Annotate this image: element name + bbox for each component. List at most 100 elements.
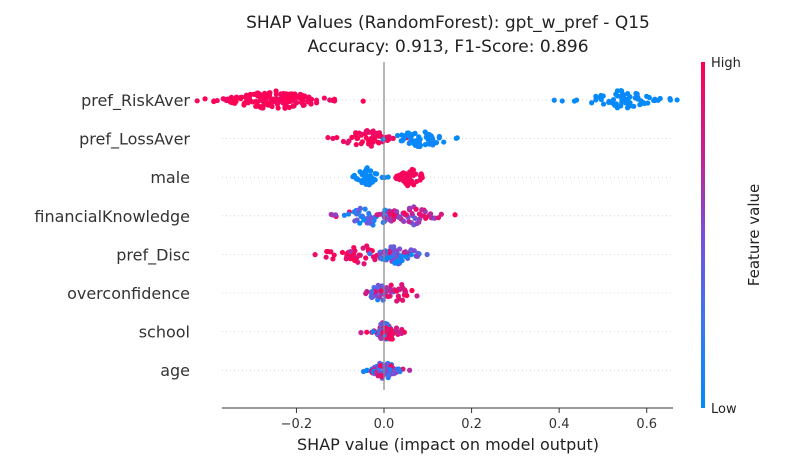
- feature-label-age: age: [160, 361, 190, 380]
- point-financialKnowledge: [401, 210, 407, 216]
- point-pref_Disc: [398, 253, 404, 259]
- point-overconfidence: [404, 292, 410, 299]
- point-financialKnowledge: [396, 214, 402, 220]
- point-pref_LossAver: [345, 140, 351, 146]
- point-overconfidence: [388, 282, 394, 288]
- point-financialKnowledge: [362, 206, 368, 212]
- colorbar: [701, 62, 705, 408]
- point-pref_LossAver: [415, 143, 421, 149]
- point-pref_RiskAver: [618, 88, 624, 94]
- point-pref_Disc: [324, 248, 330, 255]
- point-male: [368, 168, 374, 174]
- point-pref_Disc: [312, 252, 318, 258]
- x-tick-label: −0.2: [281, 417, 313, 432]
- point-pref_RiskAver: [238, 96, 244, 102]
- point-financialKnowledge: [352, 208, 358, 215]
- point-school: [385, 328, 391, 334]
- point-pref_LossAver: [334, 134, 340, 141]
- point-male: [372, 170, 378, 177]
- point-pref_RiskAver: [637, 102, 643, 108]
- point-pref_RiskAver: [243, 94, 249, 100]
- point-financialKnowledge: [418, 212, 424, 218]
- point-financialKnowledge: [452, 212, 458, 218]
- feature-label-school: school: [139, 323, 190, 342]
- point-pref_Disc: [356, 252, 362, 258]
- point-pref_RiskAver: [250, 99, 256, 105]
- feature-label-pref_LossAver: pref_LossAver: [79, 130, 190, 150]
- point-pref_RiskAver: [625, 96, 631, 102]
- point-financialKnowledge: [391, 213, 397, 219]
- point-financialKnowledge: [409, 210, 415, 217]
- point-pref_LossAver: [423, 131, 430, 137]
- point-financialKnowledge: [412, 215, 418, 221]
- point-pref_RiskAver: [290, 95, 296, 101]
- point-pref_Disc: [399, 257, 405, 264]
- point-pref_RiskAver: [283, 104, 289, 110]
- point-male: [414, 178, 420, 185]
- point-pref_Disc: [360, 245, 366, 251]
- point-financialKnowledge: [413, 206, 419, 212]
- point-male: [418, 173, 424, 179]
- point-pref_Disc: [402, 249, 408, 255]
- point-financialKnowledge: [400, 218, 406, 224]
- point-financialKnowledge: [387, 211, 393, 218]
- x-tick-label: 0.0: [374, 417, 395, 432]
- point-male: [361, 170, 367, 176]
- point-financialKnowledge: [328, 211, 334, 218]
- point-pref_Disc: [363, 255, 369, 261]
- point-overconfidence: [396, 296, 402, 302]
- point-overconfidence: [363, 290, 369, 297]
- point-male: [355, 177, 361, 183]
- point-pref_LossAver: [436, 135, 442, 141]
- point-pref_Disc: [408, 252, 414, 258]
- data-points: [194, 88, 680, 381]
- point-overconfidence: [377, 294, 383, 300]
- point-pref_Disc: [411, 248, 417, 254]
- point-pref_RiskAver: [651, 97, 658, 103]
- point-pref_RiskAver: [551, 97, 557, 103]
- point-male: [399, 174, 405, 180]
- point-male: [363, 181, 370, 187]
- point-pref_Disc: [330, 256, 336, 262]
- point-pref_RiskAver: [275, 105, 281, 111]
- point-school: [398, 330, 405, 337]
- point-pref_RiskAver: [231, 98, 237, 104]
- point-pref_RiskAver: [618, 92, 625, 99]
- point-overconfidence: [384, 285, 390, 291]
- point-financialKnowledge: [414, 220, 420, 227]
- point-school: [364, 329, 370, 335]
- chart-title-line1: SHAP Values (RandomForest): gpt_w_pref -…: [246, 13, 650, 33]
- point-pref_LossAver: [368, 139, 374, 145]
- point-pref_LossAver: [416, 134, 422, 140]
- point-pref_RiskAver: [674, 97, 680, 103]
- point-financialKnowledge: [406, 219, 412, 225]
- point-pref_RiskAver: [259, 97, 265, 104]
- point-pref_LossAver: [441, 139, 447, 145]
- point-pref_LossAver: [380, 136, 386, 142]
- point-pref_Disc: [351, 244, 357, 251]
- point-school: [380, 329, 386, 335]
- point-financialKnowledge: [345, 211, 352, 217]
- colorbar-low-label: Low: [711, 402, 737, 417]
- point-pref_RiskAver: [280, 99, 287, 105]
- x-tick-label: 0.4: [549, 417, 570, 432]
- point-pref_RiskAver: [298, 99, 304, 106]
- point-pref_Disc: [348, 249, 354, 255]
- point-pref_RiskAver: [638, 98, 644, 104]
- point-financialKnowledge: [382, 207, 388, 213]
- point-pref_LossAver: [372, 136, 378, 142]
- point-pref_LossAver: [399, 138, 405, 144]
- point-pref_RiskAver: [321, 95, 327, 101]
- feature-label-financialKnowledge: financialKnowledge: [34, 207, 190, 226]
- point-pref_RiskAver: [269, 103, 275, 110]
- point-pref_RiskAver: [667, 96, 673, 102]
- point-pref_RiskAver: [613, 91, 619, 97]
- point-overconfidence: [409, 287, 415, 294]
- point-pref_Disc: [393, 260, 399, 266]
- point-financialKnowledge: [380, 219, 386, 226]
- feature-label-overconfidence: overconfidence: [67, 284, 190, 303]
- point-pref_RiskAver: [302, 93, 308, 99]
- x-axis-label: SHAP value (impact on model output): [297, 435, 599, 454]
- point-school: [390, 330, 396, 336]
- point-pref_RiskAver: [245, 100, 251, 106]
